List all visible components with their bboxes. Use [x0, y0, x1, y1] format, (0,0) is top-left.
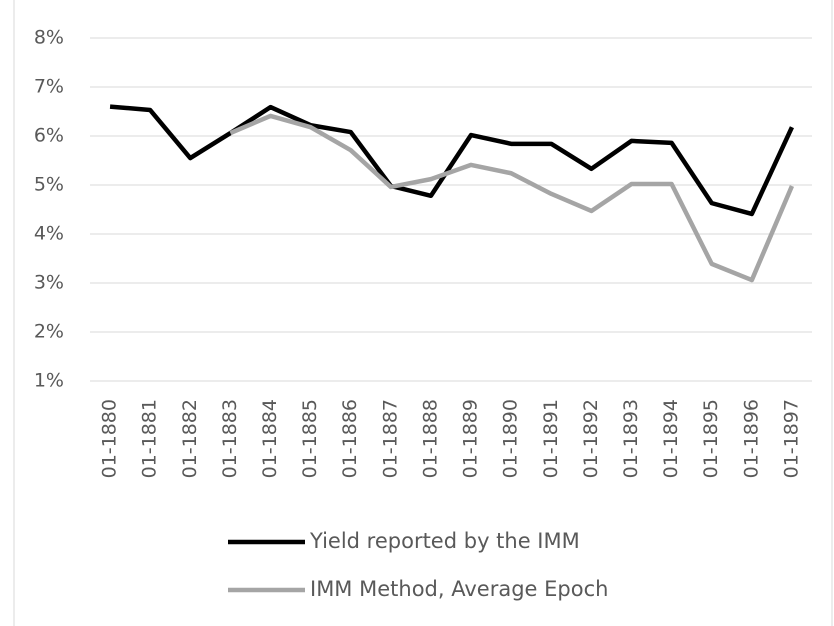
- y-tick-label: 4%: [34, 223, 64, 245]
- x-tick-label: 01-1893: [620, 399, 642, 478]
- legend-label: Yield reported by the IMM: [309, 529, 580, 553]
- x-tick-label: 01-1886: [339, 399, 361, 478]
- chart-border: [13, 0, 833, 626]
- y-tick-label: 6%: [34, 125, 64, 147]
- x-tick-label: 01-1895: [700, 399, 722, 478]
- series-line: [229, 113, 795, 283]
- series-line: [109, 104, 794, 217]
- x-tick-label: 01-1884: [259, 399, 281, 478]
- y-tick-label: 8%: [34, 27, 64, 49]
- y-tick-label: 2%: [34, 321, 64, 343]
- x-tick-label: 01-1885: [299, 399, 321, 478]
- legend-label: IMM Method, Average Epoch: [310, 577, 608, 601]
- x-tick-label: 01-1883: [219, 399, 241, 478]
- x-tick-label: 01-1897: [780, 399, 802, 478]
- x-tick-label: 01-1891: [540, 399, 562, 478]
- y-tick-label: 3%: [34, 272, 64, 294]
- x-tick-label: 01-1894: [660, 399, 682, 478]
- x-tick-label: 01-1890: [500, 399, 522, 478]
- x-tick-label: 01-1888: [419, 399, 441, 478]
- y-tick-label: 5%: [34, 174, 64, 196]
- y-tick-label: 1%: [34, 370, 64, 392]
- y-tick-label: 7%: [34, 76, 64, 98]
- x-tick-label: 01-1896: [740, 399, 762, 478]
- x-tick-label: 01-1889: [460, 399, 482, 478]
- x-tick-label: 01-1880: [99, 399, 121, 478]
- x-tick-label: 01-1881: [139, 399, 161, 478]
- x-tick-label: 01-1887: [379, 399, 401, 478]
- x-tick-label: 01-1892: [580, 399, 602, 478]
- x-tick-label: 01-1882: [179, 399, 201, 478]
